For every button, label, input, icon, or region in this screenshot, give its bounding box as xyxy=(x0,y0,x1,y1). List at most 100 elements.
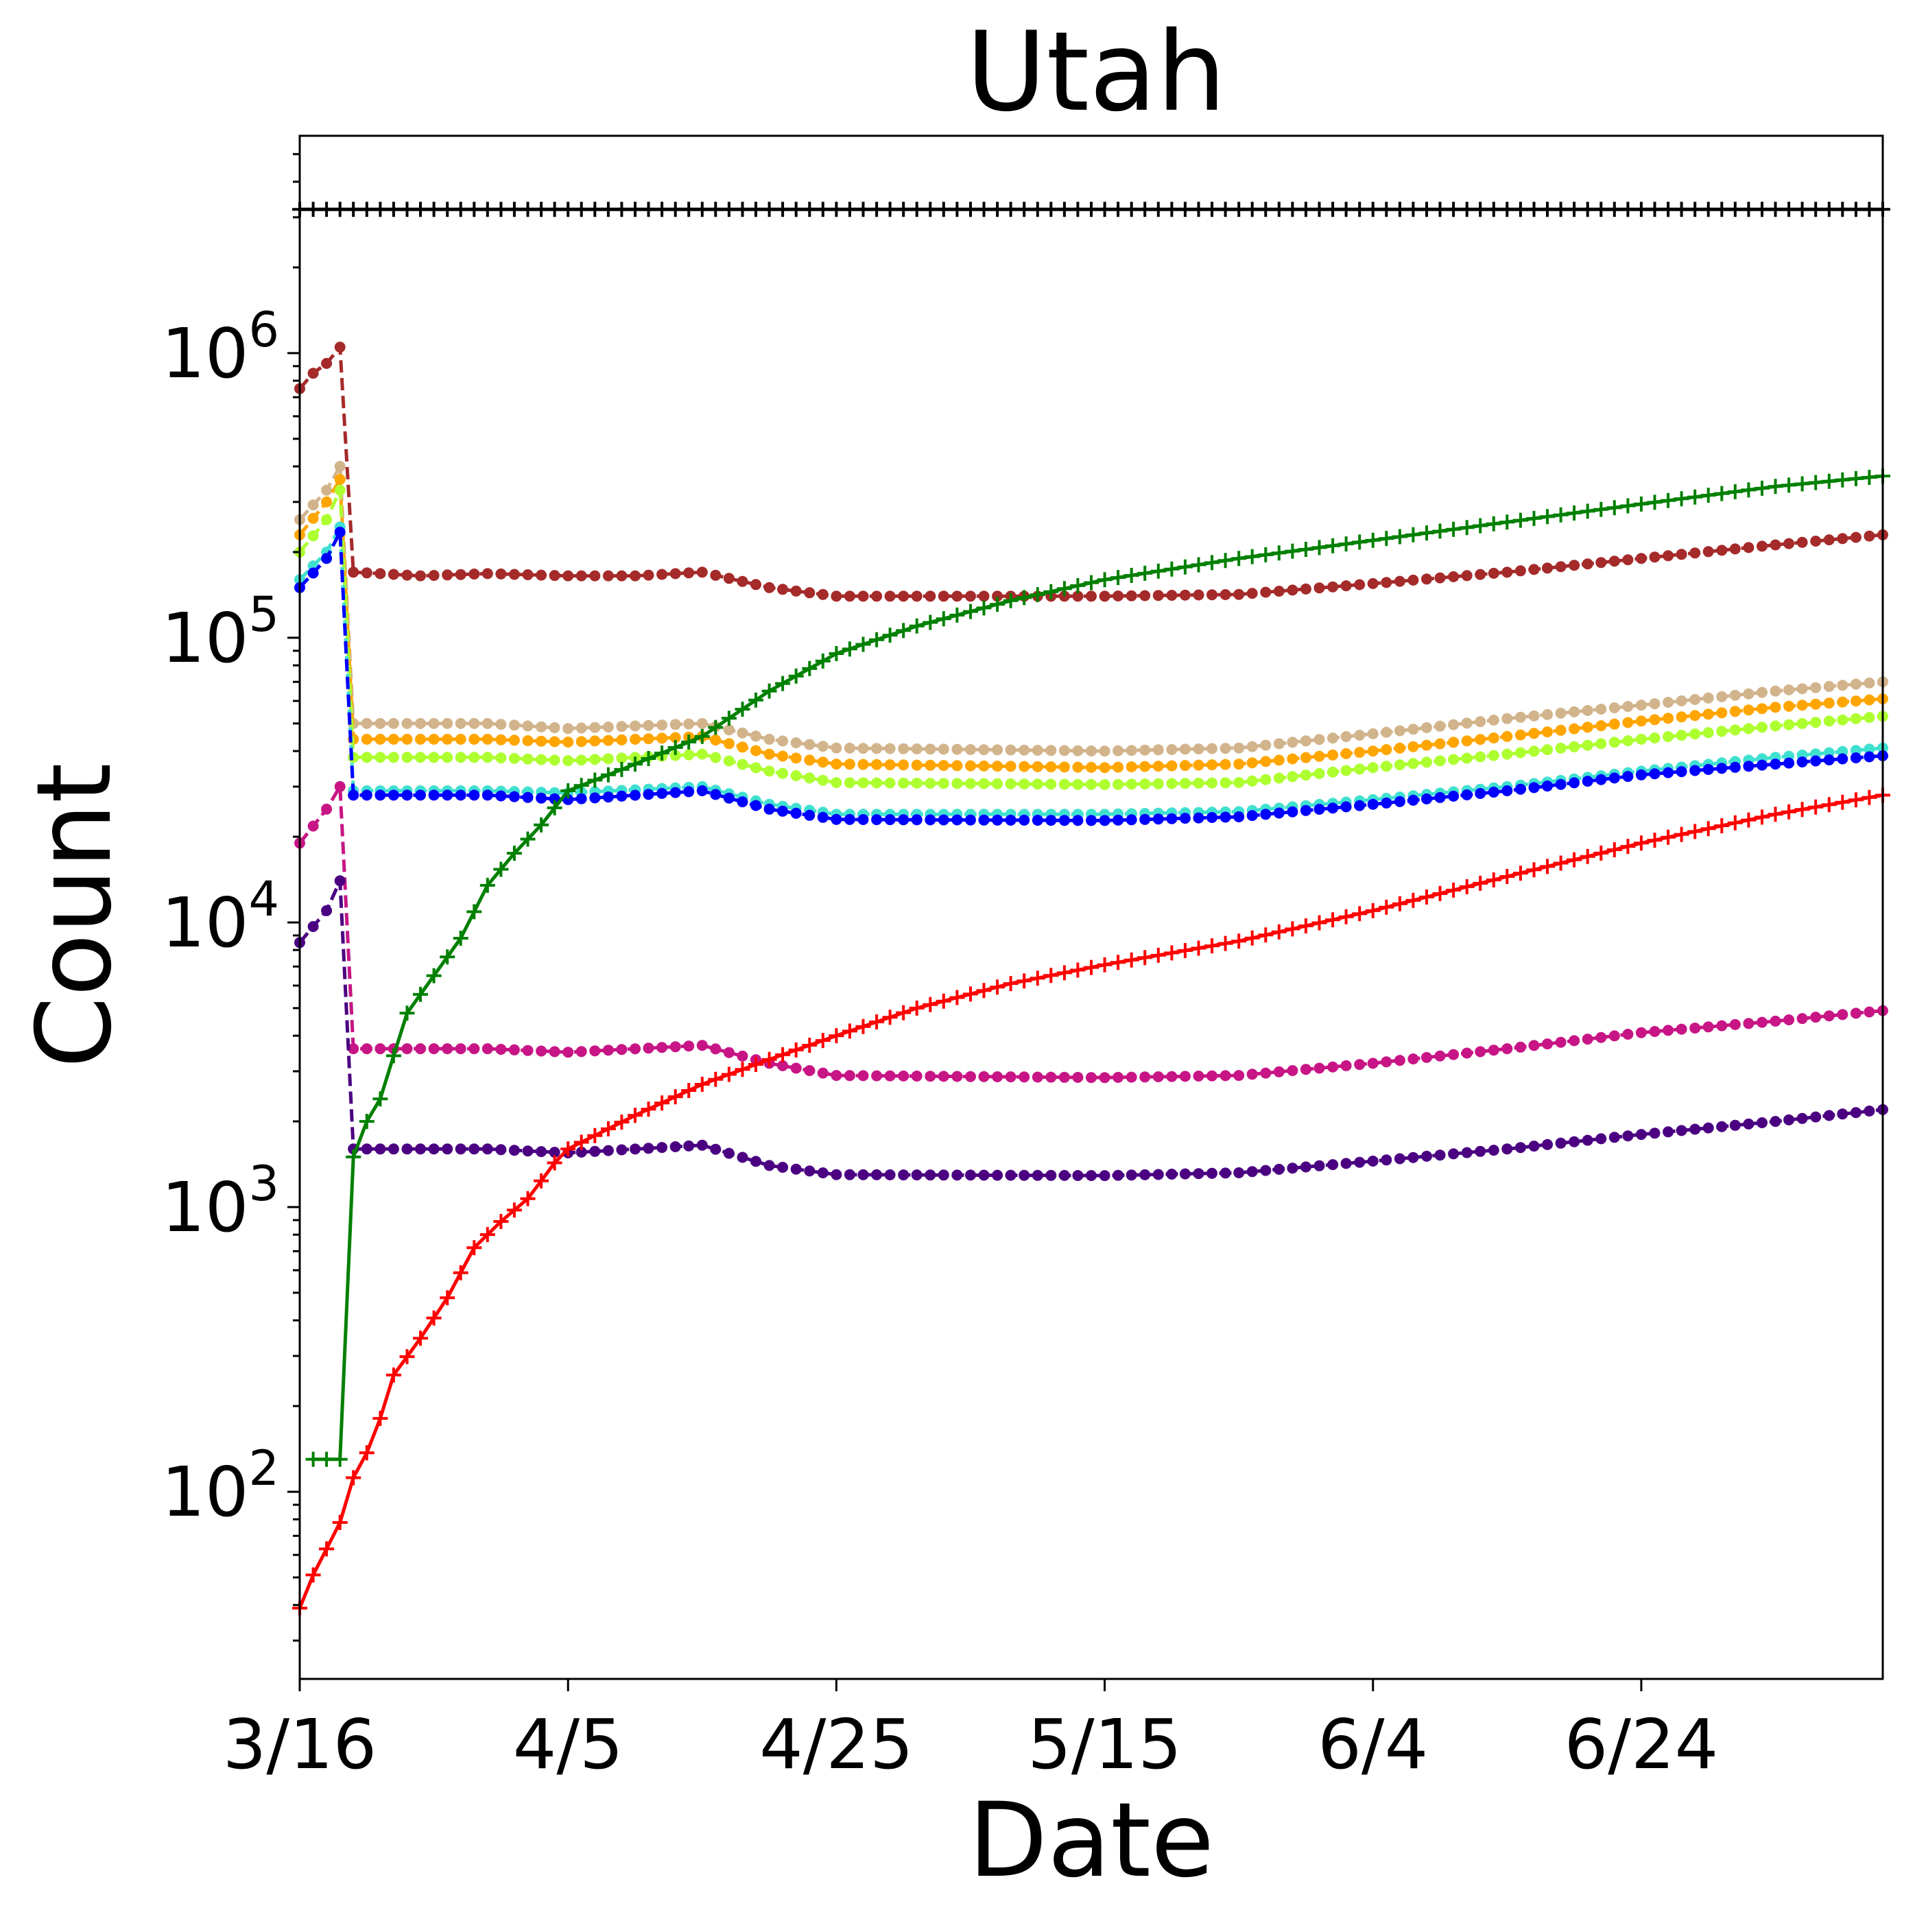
series-10-point xyxy=(735,1062,750,1077)
series-10-point xyxy=(1553,855,1569,871)
series-8-point xyxy=(361,1143,372,1155)
series-10-point xyxy=(1123,952,1139,968)
series-6-point xyxy=(844,813,855,825)
series-3-point xyxy=(1367,746,1379,757)
series-3-point xyxy=(1354,747,1366,758)
series-2-point xyxy=(1179,743,1191,755)
series-9-point xyxy=(1392,529,1407,545)
series-10-point xyxy=(1674,826,1689,842)
series-6-point xyxy=(1729,761,1741,773)
series-10-point xyxy=(976,983,992,999)
series-9-point xyxy=(506,846,522,861)
series-0-point xyxy=(761,202,777,217)
series-layer xyxy=(292,202,1890,1616)
series-8-point xyxy=(1555,1137,1567,1149)
series-7-point xyxy=(1340,1060,1352,1071)
series-9-point xyxy=(681,734,697,750)
series-0-point xyxy=(1674,202,1689,217)
series-0-point xyxy=(587,202,603,217)
series-9-point xyxy=(1405,527,1421,542)
series-0-point xyxy=(628,202,643,217)
series-1-point xyxy=(1421,573,1432,585)
series-3-point xyxy=(723,738,735,750)
series-2-point xyxy=(1327,732,1339,744)
series-2-point xyxy=(1206,743,1217,754)
series-7-point xyxy=(1569,1035,1580,1047)
series-8-point xyxy=(1595,1133,1607,1145)
series-10-point xyxy=(694,1077,710,1092)
series-10-point xyxy=(1620,839,1636,855)
series-10-point xyxy=(882,1010,898,1025)
series-3-point xyxy=(536,735,547,747)
series-6-point xyxy=(1032,815,1043,826)
series-6-point xyxy=(737,796,748,808)
series-9-point xyxy=(305,1451,321,1467)
series-0-point xyxy=(1580,202,1595,217)
series-1-point xyxy=(804,587,816,599)
series-1-point xyxy=(1676,549,1687,560)
series-7-point xyxy=(307,820,319,832)
series-7-point xyxy=(723,1047,735,1058)
series-8-point xyxy=(710,1143,722,1155)
series-7-point xyxy=(334,780,346,792)
series-1-point xyxy=(1139,590,1151,601)
series-1-point xyxy=(495,568,507,580)
series-2-point xyxy=(1152,744,1164,756)
series-9-point xyxy=(1593,501,1609,517)
series-9-point xyxy=(1258,547,1274,562)
series-6-point xyxy=(321,553,333,564)
series-10-point xyxy=(1499,869,1515,884)
series-3-point xyxy=(1394,742,1405,754)
series-4-point xyxy=(777,767,789,779)
series-1-point xyxy=(401,569,413,581)
series-6-point xyxy=(1837,753,1848,765)
series-4-point xyxy=(1783,719,1795,730)
series-3-point xyxy=(737,741,748,753)
series-3-point xyxy=(522,735,534,746)
series-4-point xyxy=(1126,778,1137,790)
series-10-point xyxy=(1231,933,1247,949)
series-4-point xyxy=(1139,778,1151,790)
series-7-point xyxy=(321,803,333,815)
series-10-point xyxy=(600,1121,616,1136)
series-0-point xyxy=(359,202,374,217)
series-3-point xyxy=(844,759,855,770)
series-4-point xyxy=(1179,778,1191,789)
series-4-point xyxy=(938,778,949,789)
series-9-point xyxy=(1741,482,1757,498)
series-6-point xyxy=(1635,769,1647,780)
series-3-point xyxy=(1072,761,1084,773)
series-6-point xyxy=(1608,772,1620,784)
series-10-point xyxy=(1419,889,1434,905)
series-9-point xyxy=(453,931,468,946)
series-1-point xyxy=(1850,532,1862,543)
series-0-point xyxy=(413,202,428,217)
series-2-point xyxy=(1837,680,1848,691)
series-10-point xyxy=(1070,962,1086,978)
series-4-point xyxy=(1635,733,1647,745)
plot-frame xyxy=(298,134,1884,1680)
series-8-point xyxy=(1086,1170,1097,1181)
series-2-point xyxy=(562,723,574,735)
series-2-point xyxy=(1823,680,1835,692)
series-8-point xyxy=(1206,1167,1217,1179)
series-8-point xyxy=(1569,1136,1580,1147)
series-8-point xyxy=(844,1169,855,1180)
series-9-point xyxy=(359,1114,374,1130)
series-3-point xyxy=(643,733,654,745)
series-9-point xyxy=(1164,561,1180,577)
series-9-point xyxy=(479,877,495,893)
series-6-point xyxy=(1796,756,1808,767)
series-0-point xyxy=(949,202,965,217)
series-4-point xyxy=(804,772,816,784)
series-7-point xyxy=(1113,1071,1124,1083)
series-8-point xyxy=(1166,1169,1178,1180)
series-10-point xyxy=(506,1202,522,1218)
series-3-point xyxy=(508,735,520,746)
series-2-point xyxy=(844,742,855,754)
series-1-point xyxy=(1514,565,1526,577)
series-0-point xyxy=(1003,202,1019,217)
series-3-point xyxy=(1475,734,1486,746)
series-0-point xyxy=(976,202,992,217)
series-6-point xyxy=(374,789,386,801)
